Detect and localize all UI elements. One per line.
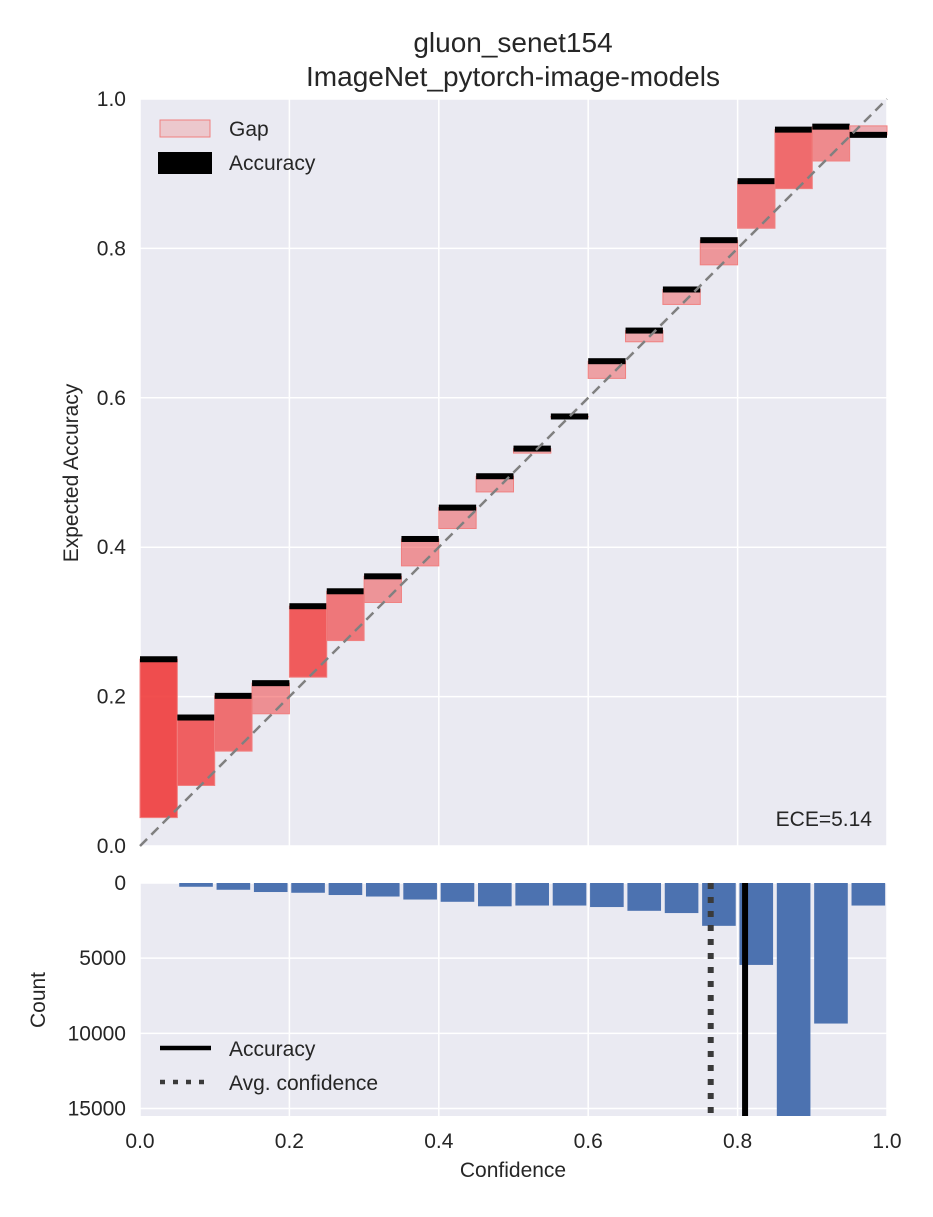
legend-swatch-gap xyxy=(159,119,211,138)
count-bar xyxy=(440,883,475,902)
count-bar xyxy=(627,883,662,911)
histogram-bars xyxy=(179,883,886,1116)
accuracy-bar xyxy=(401,535,439,542)
reliability-y-tick-label: 0.2 xyxy=(97,686,126,709)
legend-swatch-accuracy xyxy=(158,152,212,174)
accuracy-bar xyxy=(513,445,551,452)
count-bar xyxy=(253,883,288,893)
count-bar xyxy=(515,883,549,906)
histogram-panel: 0 5000 10000 15000 0.0 0.2 0.4 0.6 0.8 1.0 Count… xyxy=(27,872,902,1182)
histogram-x-ticks: 0.0 0.2 0.4 0.6 0.8 1.0 xyxy=(125,1130,901,1153)
reliability-y-ticks: 0.0 0.2 0.4 0.6 0.8 1.0 xyxy=(97,88,127,858)
histogram-reference-lines xyxy=(707,883,749,1116)
accuracy-bar xyxy=(737,178,775,185)
accuracy-bar xyxy=(476,473,514,480)
reliability-bars xyxy=(139,123,888,819)
legend-label-avg-confidence: Avg. confidence xyxy=(229,1072,378,1095)
count-bar xyxy=(552,883,587,906)
accuracy-bar xyxy=(662,286,701,293)
perfect-calibration-diagonal xyxy=(139,98,888,847)
x-tick-label: 0.4 xyxy=(424,1130,454,1153)
chart-title: gluon_senet154 xyxy=(413,27,612,58)
gap-bar xyxy=(139,658,178,819)
count-bar xyxy=(216,883,251,890)
accuracy-bar xyxy=(812,123,850,130)
count-bar xyxy=(328,883,363,896)
accuracy-bar xyxy=(289,603,327,610)
gap-bar xyxy=(363,575,402,603)
ece-annotation: ECE=5.14 xyxy=(776,808,873,831)
accuracy-bar xyxy=(849,131,887,138)
gap-bar xyxy=(251,682,290,715)
accuracy-bar xyxy=(140,656,178,663)
accuracy-bar xyxy=(588,358,626,365)
histogram-y-tick-label: 0 xyxy=(114,872,126,895)
accuracy-bar xyxy=(364,573,402,580)
histogram-y-tick-label: 10000 xyxy=(68,1022,126,1045)
count-bar xyxy=(664,883,699,914)
y-axis-label-expected-accuracy: Expected Accuracy xyxy=(60,383,83,562)
x-tick-label: 0.0 xyxy=(125,1130,154,1153)
count-bar xyxy=(365,883,400,897)
gap-bar xyxy=(214,695,253,752)
accuracy-bar xyxy=(326,588,365,595)
reliability-y-tick-label: 0.8 xyxy=(97,237,126,260)
x-tick-label: 0.8 xyxy=(723,1130,752,1153)
accuracy-bar xyxy=(177,714,215,721)
gap-bar xyxy=(438,507,477,530)
y-axis-label-count: Count xyxy=(27,972,50,1028)
accuracy-bar xyxy=(625,327,663,334)
x-tick-label: 0.6 xyxy=(574,1130,603,1153)
x-tick-label: 0.2 xyxy=(275,1130,304,1153)
count-bar xyxy=(590,883,624,908)
gap-bar xyxy=(737,180,776,229)
gap-bar xyxy=(326,590,365,642)
accuracy-bar xyxy=(214,692,253,699)
count-bar xyxy=(291,883,325,893)
reliability-legend: Gap Accuracy xyxy=(158,118,316,175)
count-bar xyxy=(179,883,213,887)
accuracy-bar xyxy=(774,126,813,133)
gap-bar xyxy=(774,129,813,190)
count-bar xyxy=(702,883,736,926)
x-tick-label: 1.0 xyxy=(872,1130,901,1153)
histogram-legend: Accuracy Avg. confidence xyxy=(160,1038,378,1095)
histogram-y-tick-label: 5000 xyxy=(79,947,126,970)
accuracy-bar xyxy=(700,237,738,244)
reliability-y-tick-label: 1.0 xyxy=(97,88,126,111)
reliability-y-tick-label: 0.0 xyxy=(97,835,126,858)
legend-label-hist-accuracy: Accuracy xyxy=(229,1038,316,1061)
legend-label-gap: Gap xyxy=(229,118,269,141)
legend-label-accuracy: Accuracy xyxy=(229,152,316,175)
count-bar xyxy=(814,883,848,1024)
gap-bar xyxy=(288,605,328,678)
count-bar xyxy=(776,883,811,1116)
x-axis-label-confidence: Confidence xyxy=(460,1159,566,1182)
gap-bar xyxy=(699,239,739,266)
reliability-gridlines xyxy=(139,98,888,847)
accuracy-bar xyxy=(550,413,589,420)
count-bar xyxy=(403,883,437,900)
accuracy-bar xyxy=(438,504,477,511)
reliability-y-tick-label: 0.6 xyxy=(97,387,126,410)
reliability-y-tick-label: 0.4 xyxy=(97,536,127,559)
reliability-panel: 0.0 0.2 0.4 0.6 0.8 1.0 Expected Accuracy ECE… xyxy=(60,88,888,858)
count-bar xyxy=(478,883,512,907)
count-bar xyxy=(851,883,886,906)
chart-subtitle: ImageNet_pytorch-image-models xyxy=(306,61,720,92)
accuracy-bar xyxy=(252,680,290,687)
histogram-y-ticks: 0 5000 10000 15000 xyxy=(68,872,126,1120)
gap-bar xyxy=(400,538,440,567)
histogram-y-tick-label: 15000 xyxy=(68,1097,126,1120)
